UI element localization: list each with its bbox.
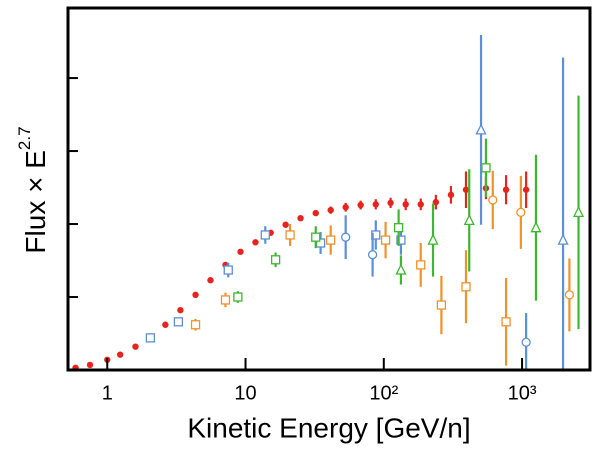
data-point [522,186,530,193]
data-point [145,333,156,343]
x-tick-label: 10² [369,382,398,404]
data-point [502,186,510,193]
data-point [326,235,336,245]
data-point [116,351,124,358]
plot-frame [66,6,592,372]
data-point [367,250,378,260]
data-point [86,361,94,369]
data-point [285,230,295,240]
data-point [416,260,426,270]
data-point [436,300,447,310]
data-point [380,235,391,245]
x-tick-label: 1 [102,382,113,404]
y-axis-label-exponent: 2.7 [15,126,34,150]
x-axis-label: Kinetic Energy [GeV/n] [187,412,470,443]
data-point [475,123,487,135]
data-point [447,191,455,199]
data-point [260,230,270,240]
data-point [521,337,531,347]
y-axis-label: Flux × E2.7 [15,126,51,253]
data-point [427,233,439,245]
data-point [173,317,184,327]
data-point [220,295,231,305]
data-point [327,206,334,214]
data-point [387,199,394,207]
data-point [516,207,526,218]
data-point [417,201,424,208]
data-point [132,343,139,350]
data-point [402,201,409,208]
data-point [357,201,364,209]
data-point [461,282,471,292]
data-point [311,232,321,242]
data-point [501,317,511,327]
data-point [297,214,304,222]
data-point [572,205,585,218]
data-point [223,265,233,275]
plot-area [72,35,585,370]
data-point [432,198,440,206]
data-point [177,306,184,314]
data-point [396,235,406,245]
data-point [207,277,214,284]
y-axis-label-text: Flux × E [20,150,51,253]
x-tick-label: 10 [234,382,256,404]
data-point [463,213,475,226]
data-point [252,239,259,246]
data-point [270,255,281,265]
x-tick-label: 10³ [508,382,537,404]
data-point [282,221,289,228]
data-point [395,263,407,275]
data-point [488,195,498,205]
data-point [312,209,319,217]
data-point [462,186,470,193]
data-point [372,201,379,208]
data-point [162,321,169,328]
data-point [564,290,575,300]
data-point [237,248,244,255]
data-point [557,233,569,245]
data-point [190,320,201,330]
data-point [481,163,491,173]
data-point [233,292,243,302]
data-point [530,221,542,233]
data-point [342,204,349,211]
data-point [192,291,199,299]
data-point [393,223,404,233]
data-point [341,232,351,242]
